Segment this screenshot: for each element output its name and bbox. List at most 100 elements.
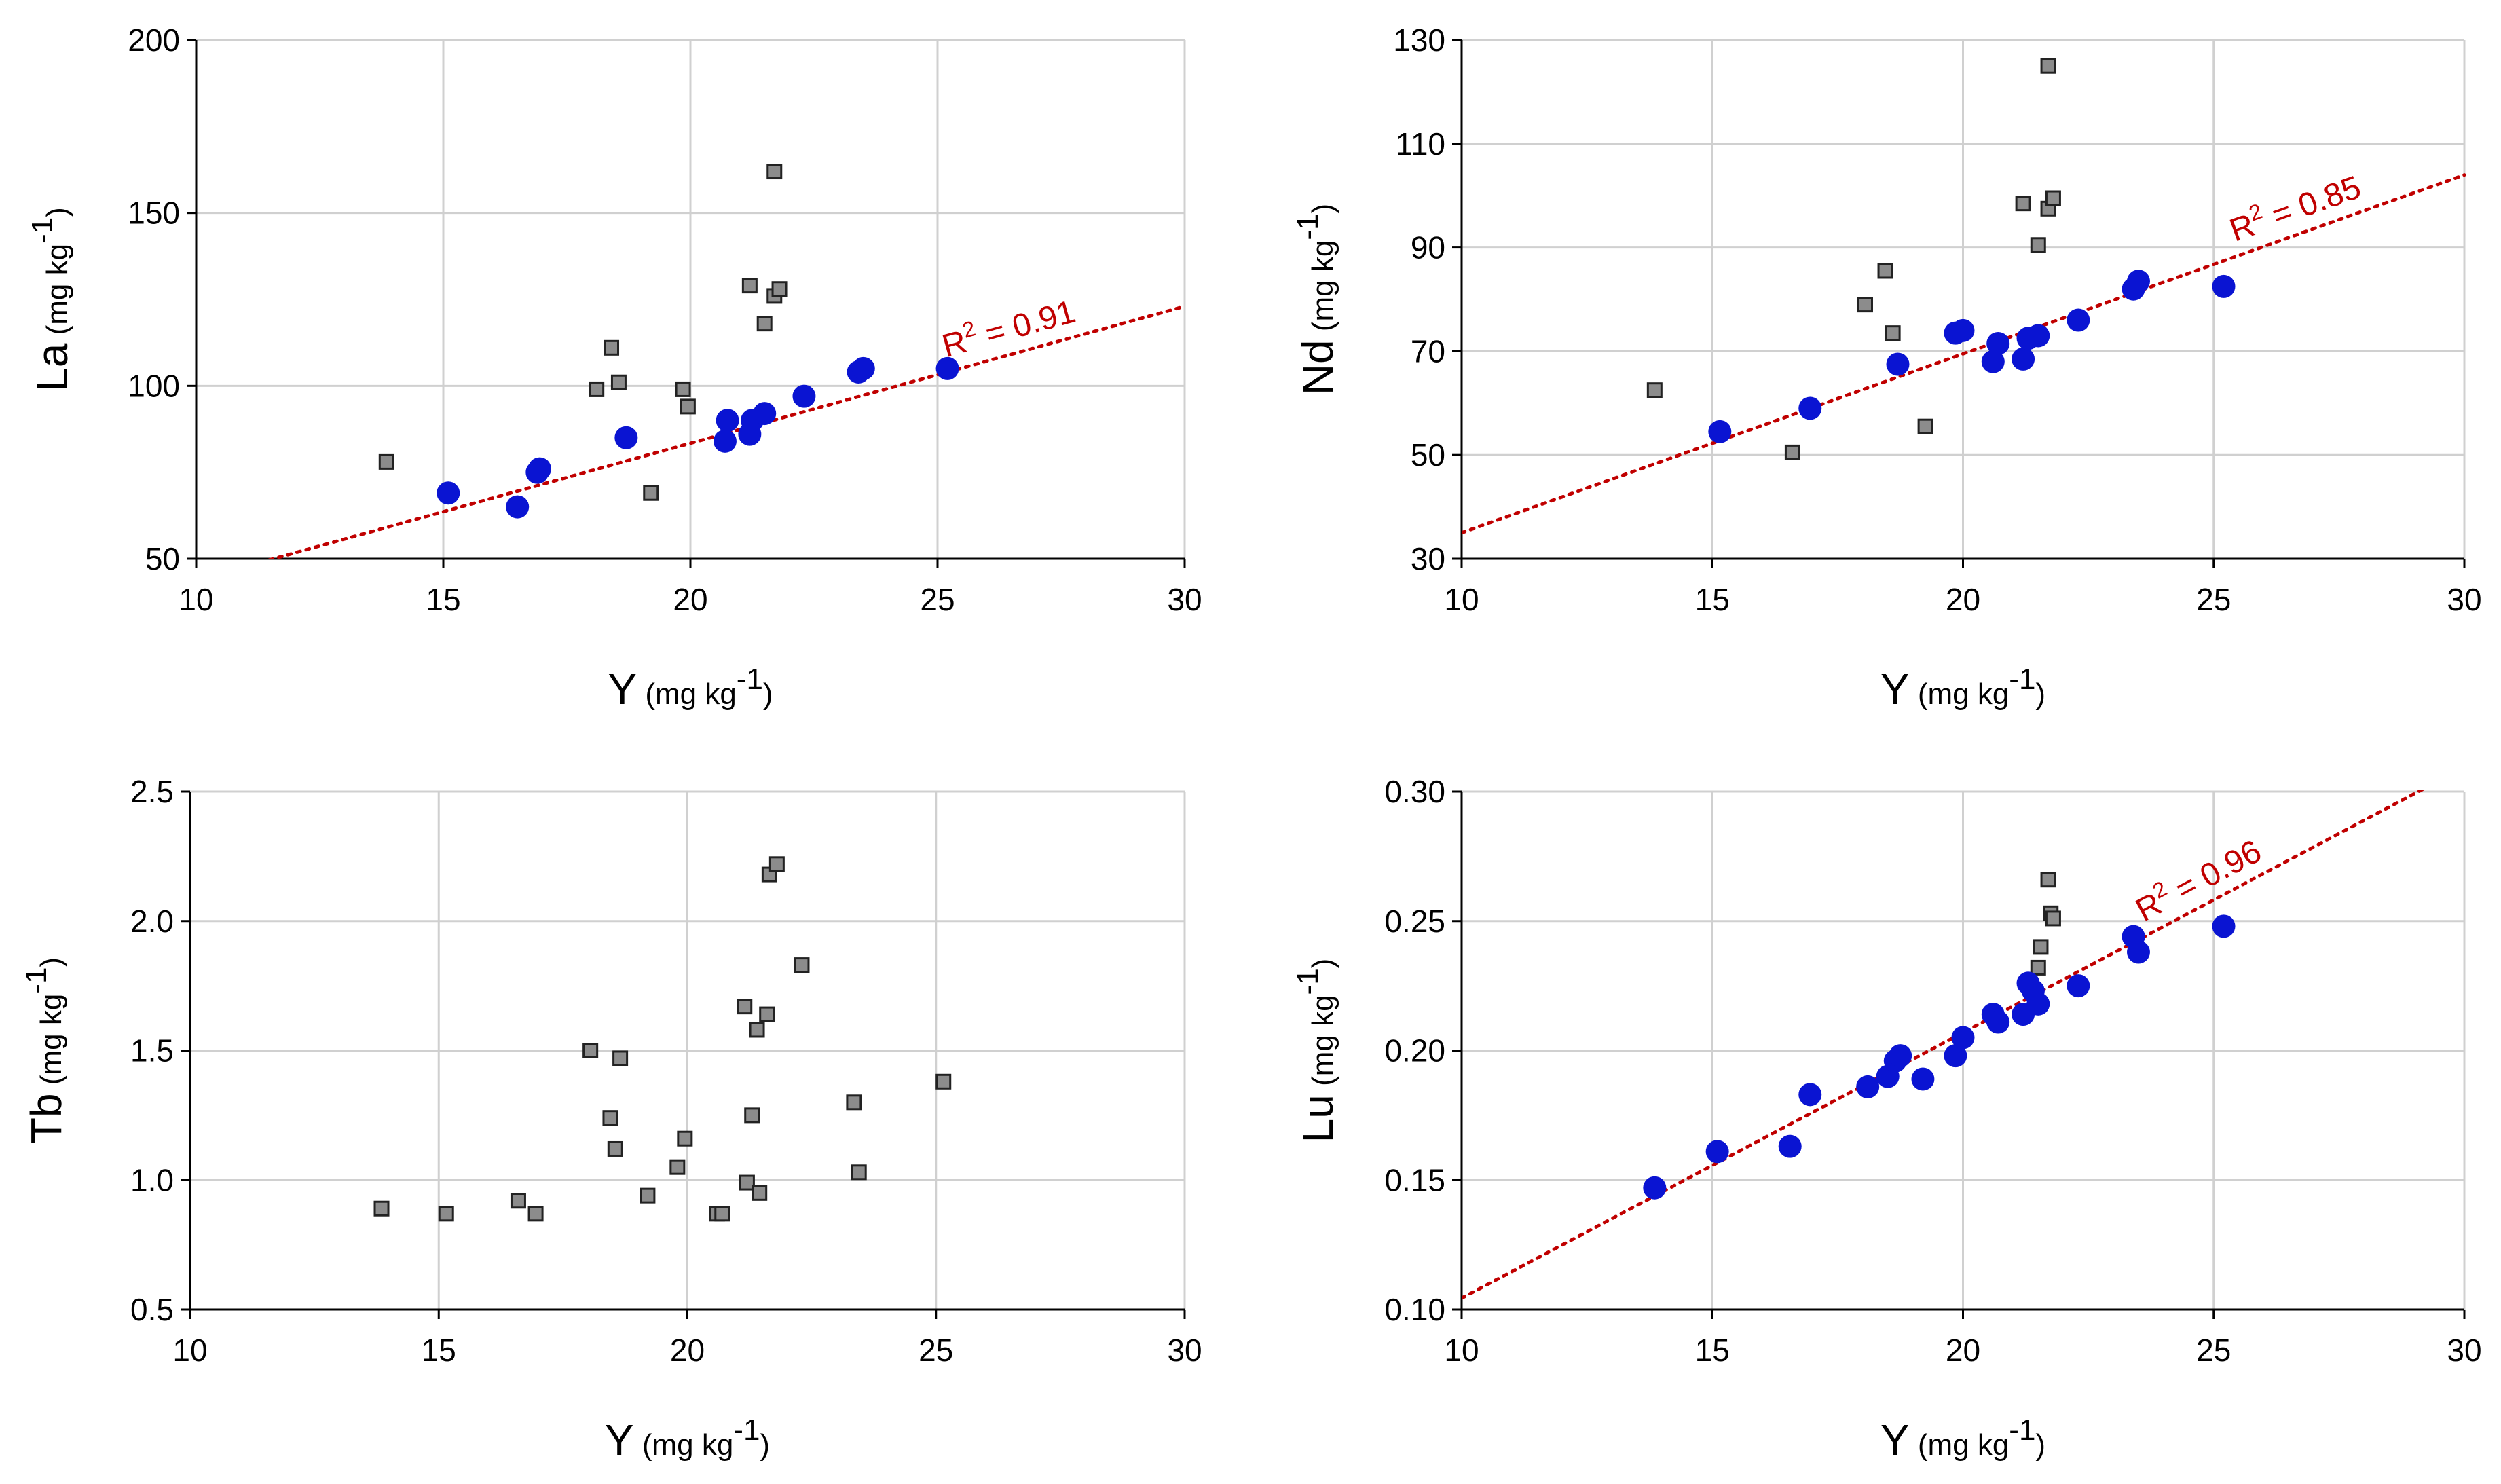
y-tick-label: 0.20 — [1384, 1033, 1445, 1069]
data-point-square — [2030, 959, 2046, 976]
r-squared-label: R2 = 0.91 — [937, 289, 1079, 365]
data-point-square — [510, 1193, 526, 1209]
data-point-square — [794, 957, 810, 973]
y-axis-title: Lu (mg kg-1) — [1291, 959, 1342, 1143]
data-point-square — [640, 1187, 656, 1204]
data-point-square — [714, 1206, 730, 1222]
x-axis-title: Y (mg kg-1) — [1881, 663, 2045, 713]
data-point-square — [669, 1159, 686, 1175]
y-tick-label: 0.30 — [1384, 774, 1445, 809]
data-point-square — [2040, 58, 2056, 74]
data-point-circle — [1886, 352, 1910, 376]
data-point-square — [2045, 190, 2061, 206]
x-tick-label: 25 — [2196, 1333, 2231, 1368]
y-tick-label: 100 — [128, 368, 180, 403]
data-point-square — [612, 1050, 629, 1066]
y-tick-label: 200 — [128, 22, 180, 58]
data-point-circle — [851, 356, 875, 380]
data-point-circle — [1856, 1075, 1880, 1098]
data-point-square — [1646, 382, 1663, 398]
data-point-circle — [1986, 1010, 2010, 1034]
y-tick-label: 0.5 — [130, 1292, 174, 1327]
data-point-circle — [1889, 1044, 1912, 1068]
data-point-circle — [2012, 347, 2035, 371]
x-tick-label: 25 — [919, 1333, 953, 1368]
data-point-circle — [1705, 1140, 1729, 1164]
x-axis-title: Y (mg kg-1) — [608, 663, 773, 713]
x-tick-label: 30 — [2447, 1333, 2481, 1368]
x-tick-label: 10 — [172, 1333, 207, 1368]
data-point-square — [749, 1022, 765, 1038]
x-tick-label: 30 — [1167, 582, 1202, 617]
data-point-square — [602, 1110, 618, 1126]
x-tick-label: 20 — [1946, 582, 1980, 617]
data-point-circle — [2126, 940, 2150, 964]
data-point-circle — [2126, 270, 2150, 293]
data-point-circle — [792, 384, 816, 408]
data-point-square — [643, 485, 659, 501]
y-tick-label: 0.15 — [1384, 1162, 1445, 1198]
chart-nd: 10 15 20 25 30 30 50 70 90 110 130 Y (mg kg-1) Nd (m… — [1291, 22, 2482, 713]
data-point-square — [935, 1073, 952, 1090]
x-tick-label: 10 — [179, 582, 213, 617]
y-tick-label: 2.0 — [130, 904, 174, 939]
data-point-square — [378, 453, 394, 470]
data-point-circle — [1643, 1176, 1667, 1200]
x-tick-label: 30 — [1167, 1333, 1202, 1368]
regression-line — [267, 304, 1186, 559]
x-tick-label: 25 — [920, 582, 955, 617]
data-point-circle — [1798, 1083, 1822, 1107]
y-tick-label: 50 — [145, 541, 180, 576]
data-point-square — [604, 339, 620, 356]
data-point-square — [846, 1094, 862, 1111]
y-axis-title: La (mg kg-1) — [26, 207, 77, 392]
data-point-square — [677, 1130, 693, 1147]
x-tick-label: 10 — [1444, 1333, 1479, 1368]
data-point-circle — [1798, 396, 1822, 420]
y-tick-label: 30 — [1411, 541, 1445, 576]
data-point-circle — [2067, 308, 2090, 332]
data-point-square — [680, 398, 696, 415]
data-point-circle — [713, 429, 737, 453]
y-tick-label: 50 — [1411, 437, 1445, 472]
data-point-circle — [1986, 331, 2010, 355]
x-axis-title: Y (mg kg-1) — [605, 1413, 770, 1464]
data-point-circle — [614, 426, 638, 449]
x-axis-title: Y (mg kg-1) — [1881, 1413, 2045, 1464]
data-point-square — [771, 281, 788, 297]
y-tick-label: 0.10 — [1384, 1292, 1445, 1327]
data-point-circle — [1951, 1026, 1975, 1050]
data-point-square — [589, 381, 605, 397]
data-point-circle — [1951, 318, 1975, 342]
data-point-square — [607, 1140, 623, 1157]
y-tick-label: 0.25 — [1384, 904, 1445, 939]
data-point-square — [744, 1107, 760, 1124]
chart-lu: 10 15 20 25 30 0.10 0.15 0.20 0.25 0.30 Y (mg kg-1… — [1291, 774, 2482, 1464]
data-point-square — [2045, 910, 2061, 927]
x-tick-label: 30 — [2447, 582, 2481, 617]
x-tick-label: 20 — [673, 582, 707, 617]
data-point-square — [766, 164, 783, 180]
data-point-square — [675, 381, 691, 397]
y-tick-label: 70 — [1411, 333, 1445, 369]
chart-tb: 10 15 20 25 30 0.5 1.0 1.5 2.0 2.5 Y (mg kg-1) Tb (… — [20, 774, 1202, 1464]
data-point-square — [610, 374, 627, 390]
r-squared-label: R2 = 0.96 — [2128, 829, 2267, 929]
y-axis-title: Tb (mg kg-1) — [20, 957, 71, 1144]
y-tick-label: 1.0 — [130, 1162, 174, 1198]
y-tick-label: 1.5 — [130, 1033, 174, 1069]
data-point-square — [2030, 237, 2046, 253]
regression-line — [1462, 173, 2466, 535]
data-point-square — [1877, 263, 1893, 279]
data-point-circle — [1944, 1044, 1967, 1068]
data-point-circle — [935, 356, 959, 380]
data-point-square — [438, 1206, 454, 1222]
data-point-circle — [1981, 350, 2005, 373]
data-point-square — [527, 1206, 544, 1222]
data-point-circle — [437, 481, 460, 505]
data-point-square — [759, 1006, 775, 1022]
data-point-square — [741, 278, 758, 294]
data-point-square — [582, 1043, 599, 1058]
data-point-square — [373, 1200, 390, 1217]
